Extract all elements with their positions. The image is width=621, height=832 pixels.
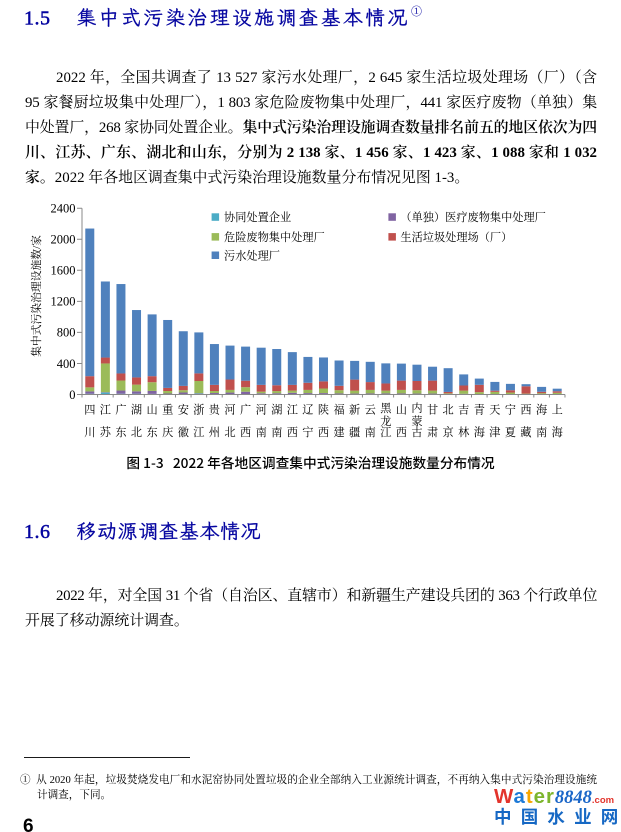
svg-text:河: 河	[224, 404, 235, 417]
svg-text:南: 南	[536, 426, 547, 439]
svg-text:（单独）医疗废物集中处理厂: （单独）医疗废物集中处理厂	[400, 210, 545, 224]
svg-text:北: 北	[442, 404, 453, 417]
svg-text:福: 福	[333, 404, 344, 417]
svg-text:重: 重	[162, 403, 173, 417]
svg-text:东: 东	[115, 426, 127, 439]
svg-text:古: 古	[411, 425, 422, 439]
svg-text:1600: 1600	[51, 264, 76, 278]
svg-text:东: 东	[146, 426, 158, 439]
svg-text:宁: 宁	[302, 426, 313, 439]
svg-text:州: 州	[209, 426, 220, 439]
svg-text:西: 西	[287, 426, 298, 439]
svg-text:安: 安	[178, 403, 190, 417]
svg-text:蒙: 蒙	[411, 414, 422, 428]
svg-text:1200: 1200	[51, 295, 76, 309]
svg-text:江: 江	[287, 404, 298, 417]
svg-text:新: 新	[349, 404, 360, 417]
svg-text:西: 西	[520, 404, 531, 417]
svg-text:0: 0	[69, 388, 75, 402]
svg-text:湖: 湖	[271, 403, 282, 417]
svg-text:山: 山	[396, 404, 407, 417]
svg-text:川: 川	[84, 426, 95, 439]
svg-text:建: 建	[333, 425, 344, 439]
svg-text:云: 云	[365, 404, 377, 417]
svg-text:集中式污染治理设施数/家: 集中式污染治理设施数/家	[29, 235, 43, 357]
svg-text:陕: 陕	[318, 403, 329, 417]
svg-text:西: 西	[240, 426, 251, 439]
svg-text:广: 广	[115, 403, 126, 417]
svg-text:江: 江	[193, 426, 204, 439]
svg-text:林: 林	[458, 425, 470, 439]
svg-text:宁: 宁	[505, 404, 516, 417]
svg-text:青: 青	[474, 403, 485, 417]
svg-text:江: 江	[100, 404, 111, 417]
svg-text:2000: 2000	[51, 233, 76, 247]
svg-text:山: 山	[146, 404, 157, 417]
svg-text:海: 海	[552, 425, 563, 439]
svg-text:海: 海	[474, 425, 485, 439]
svg-text:协同处置企业: 协同处置企业	[224, 210, 291, 224]
svg-text:江: 江	[380, 426, 391, 439]
svg-text:生活垃圾处理场（厂）: 生活垃圾处理场（厂）	[400, 230, 512, 244]
svg-text:藏: 藏	[520, 425, 531, 439]
svg-text:海: 海	[536, 403, 547, 417]
svg-text:400: 400	[57, 357, 76, 371]
svg-text:夏: 夏	[505, 426, 516, 439]
svg-text:北: 北	[131, 426, 142, 439]
svg-text:徽: 徽	[178, 425, 189, 439]
svg-text:浙: 浙	[193, 403, 204, 417]
svg-text:苏: 苏	[100, 425, 112, 439]
svg-text:四: 四	[84, 404, 95, 417]
svg-text:2400: 2400	[51, 202, 76, 216]
svg-text:上: 上	[552, 403, 563, 417]
svg-text:800: 800	[57, 326, 76, 340]
svg-text:肃: 肃	[427, 425, 438, 439]
svg-text:庆: 庆	[162, 425, 173, 439]
svg-text:北: 北	[224, 426, 235, 439]
svg-text:内: 内	[411, 401, 422, 415]
svg-text:南: 南	[271, 426, 282, 439]
svg-text:湖: 湖	[131, 403, 142, 417]
svg-text:西: 西	[318, 426, 329, 439]
svg-text:污水处理厂: 污水处理厂	[224, 248, 280, 262]
svg-text:津: 津	[489, 425, 500, 439]
svg-text:疆: 疆	[349, 426, 360, 439]
svg-text:南: 南	[365, 426, 376, 439]
svg-text:吉: 吉	[458, 403, 469, 417]
svg-text:黑: 黑	[380, 402, 392, 415]
svg-text:天: 天	[489, 404, 500, 417]
svg-text:危险废物集中处理厂: 危险废物集中处理厂	[224, 230, 325, 244]
svg-text:西: 西	[396, 426, 407, 439]
svg-text:贵: 贵	[209, 403, 221, 417]
svg-text:辽: 辽	[302, 404, 313, 417]
svg-text:南: 南	[256, 426, 267, 439]
svg-text:河: 河	[256, 404, 267, 417]
svg-text:龙: 龙	[380, 414, 391, 428]
svg-text:广: 广	[240, 403, 251, 417]
svg-text:甘: 甘	[427, 403, 438, 417]
svg-text:京: 京	[442, 425, 453, 439]
